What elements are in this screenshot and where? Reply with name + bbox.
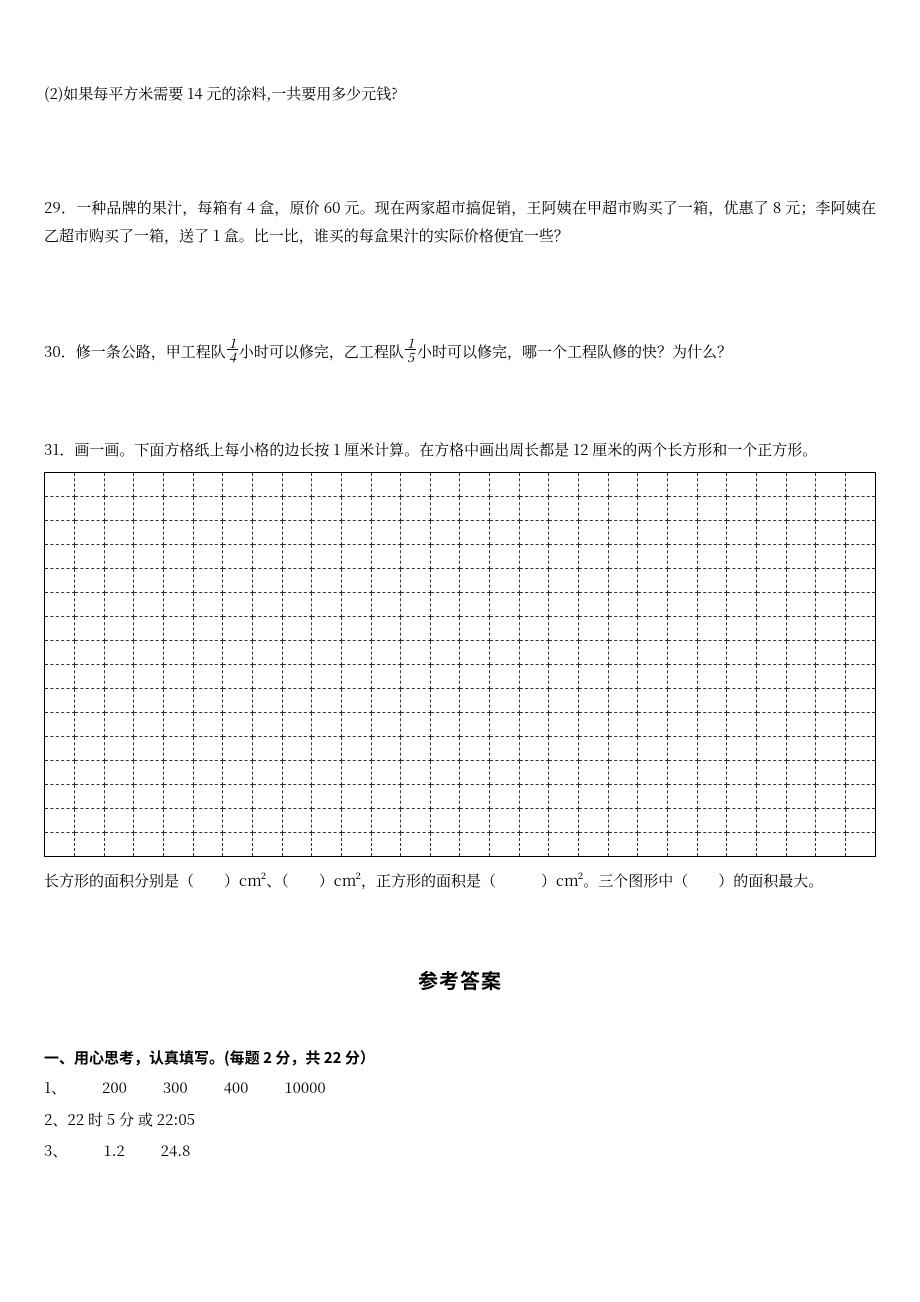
question-30: 30．修一条公路，甲工程队14小时可以修完，乙工程队15小时可以修完，哪一个工程… [44,336,876,366]
spacer [44,109,876,194]
fraction-1-4: 14 [227,336,238,364]
answer-1-value-3: 400 [224,1072,249,1104]
answer-1-label: 1、 [44,1072,66,1104]
spacer [44,251,876,336]
answer-1: 1、 200 300 400 10000 [44,1072,876,1104]
section-1-heading: 一、用心思考，认真填写。(每题 2 分，共 22 分） [44,1044,876,1073]
answer-1-value-4: 10000 [284,1072,325,1104]
fraction-1-5: 15 [405,336,416,364]
answer-1-value-1: 200 [102,1072,127,1104]
answer-3-value-1: 1.2 [103,1135,124,1167]
answer-1-value-2: 300 [163,1072,188,1104]
answer-3: 3、 1.2 24.8 [44,1135,876,1167]
spacer [44,366,876,436]
question-31: 31．画一画。下面方格纸上每小格的边长按 1 厘米计算。在方格中画出周长都是 1… [44,436,876,465]
question-30-text-pre: 30．修一条公路，甲工程队 [44,340,226,361]
question-31-blanks: 长方形的面积分别是（ ）cm²、（ ）cm²，正方形的面积是（ ）cm²。三个图… [44,867,876,896]
question-30-text-mid: 小时可以修完，乙工程队 [239,340,404,361]
question-29: 29．一种品牌的果汁，每箱有 4 盒，原价 60 元。现在两家超市搞促销，王阿姨… [44,194,876,251]
answer-3-label: 3、 [44,1135,67,1167]
answer-3-value-2: 24.8 [161,1135,191,1167]
answer-2: 2、22 时 5 分 或 22:05 [44,1104,876,1136]
grid-paper [44,472,876,857]
answers-heading: 参考答案 [44,961,876,999]
question-30-text-post: 小时可以修完，哪一个工程队修的快？为什么？ [417,340,732,361]
grid-table [45,473,875,856]
question-28-2: (2)如果每平方米需要 14 元的涂料,一共要用多少元钱? [44,80,876,109]
